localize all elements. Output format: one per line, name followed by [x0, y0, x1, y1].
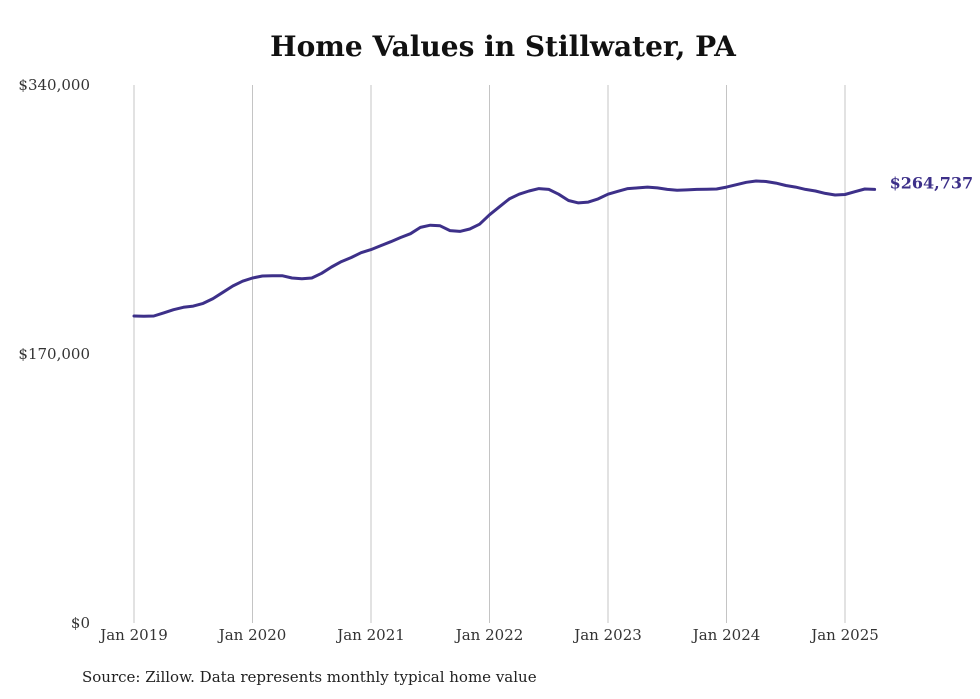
x-tick-label: Jan 2022	[454, 626, 524, 644]
x-tick-label: Jan 2024	[691, 626, 761, 644]
y-tick-label: $340,000	[18, 76, 90, 94]
x-tick-label: Jan 2023	[572, 626, 642, 644]
y-axis-ticks: $0 $170,000 $340,000	[18, 76, 90, 632]
gridlines	[133, 85, 846, 623]
y-tick-label: $0	[71, 614, 90, 632]
end-value-label: $264,737	[890, 173, 974, 192]
x-tick-label: Jan 2019	[98, 626, 168, 644]
x-axis-ticks: Jan 2019 Jan 2020 Jan 2021 Jan 2022 Jan 2023…	[98, 626, 879, 644]
x-tick-label: Jan 2021	[335, 626, 405, 644]
chart-title: Home Values in Stillwater, PA	[270, 30, 736, 63]
x-tick-label: Jan 2020	[217, 626, 287, 644]
x-tick-label: Jan 2025	[809, 626, 879, 644]
series-line	[132, 179, 877, 318]
y-tick-label: $170,000	[18, 345, 90, 363]
source-note: Source: Zillow. Data represents monthly …	[82, 668, 537, 686]
